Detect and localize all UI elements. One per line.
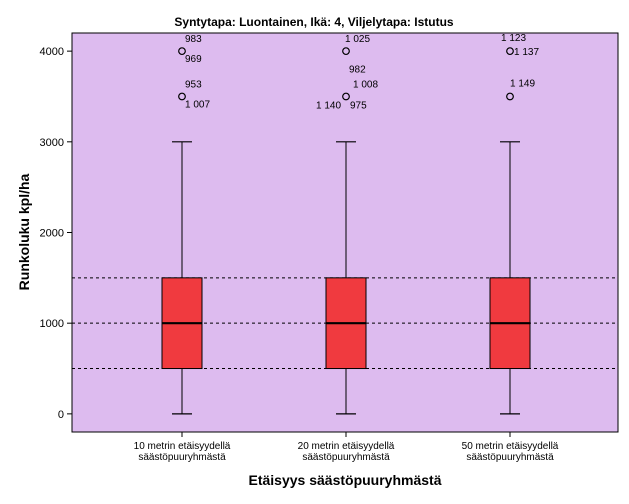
outlier-label-2-2-3: 1 140 <box>316 100 341 111</box>
outlier-point-1-1 <box>178 47 186 56</box>
y-tick-label-2: 2000 <box>40 228 64 240</box>
x-tick-label-1-2: säästöpuuryhmästä <box>138 452 226 463</box>
outlier-point-1-2 <box>178 92 186 101</box>
outlier-label-1-2-2: 1 007 <box>185 99 210 110</box>
box-series: 983 969 953 1 007 1 025 982 1 008 1 140 975 1 123… <box>161 33 539 415</box>
y-tick-label-1: 1000 <box>40 318 64 330</box>
y-axis-title: Runkoluku kpl/ha <box>16 173 32 290</box>
y-tick-label-3: 3000 <box>40 137 64 149</box>
x-tick-label-2-1: 20 metrin etäisyydellä <box>298 441 395 452</box>
x-tick-label-1-1: 10 metrin etäisyydellä <box>134 441 231 452</box>
outlier-point-2-2 <box>342 92 350 101</box>
y-axis: 0 1000 2000 3000 4000 <box>40 46 72 421</box>
outlier-point-3-2 <box>506 92 514 101</box>
outlier-point-2-1 <box>342 47 350 56</box>
x-tick-label-2-2: säästöpuuryhmästä <box>302 452 390 463</box>
box-group-1: 983 969 953 1 007 <box>161 34 210 415</box>
x-tick-label-3-1: 50 metrin etäisyydellä <box>462 441 559 452</box>
outlier-label-1-1-1: 983 <box>185 34 202 45</box>
outlier-label-2-2-4: 975 <box>350 100 367 111</box>
chart-title: Syntytapa: Luontainen, Ikä: 4, Viljelyta… <box>174 15 453 29</box>
outlier-label-2-1-1: 1 025 <box>345 34 370 45</box>
outlier-label-1-1-2: 969 <box>185 54 202 65</box>
box-group-2: 1 025 982 1 008 1 140 975 <box>316 34 378 415</box>
outlier-label-2-2-2: 1 008 <box>353 79 378 90</box>
x-axis-title: Etäisyys säästöpuuryhmästä <box>249 472 442 488</box>
outlier-label-2-2-1: 982 <box>349 64 366 75</box>
y-tick-label-4: 4000 <box>40 46 64 58</box>
outlier-label-3-2-1: 1 149 <box>510 78 535 89</box>
box-group-3: 1 123 1 137 1 149 <box>489 33 539 415</box>
outlier-point-3-1 <box>506 47 514 56</box>
outlier-label-1-2-1: 953 <box>185 79 202 90</box>
outlier-label-3-1-1: 1 123 <box>501 33 526 44</box>
x-tick-label-3-2: säästöpuuryhmästä <box>466 452 554 463</box>
y-tick-label-0: 0 <box>58 409 64 421</box>
x-axis: 10 metrin etäisyydelläsäästöpuuryhmästä2… <box>134 432 559 463</box>
outlier-label-3-1-2: 1 137 <box>514 47 539 58</box>
